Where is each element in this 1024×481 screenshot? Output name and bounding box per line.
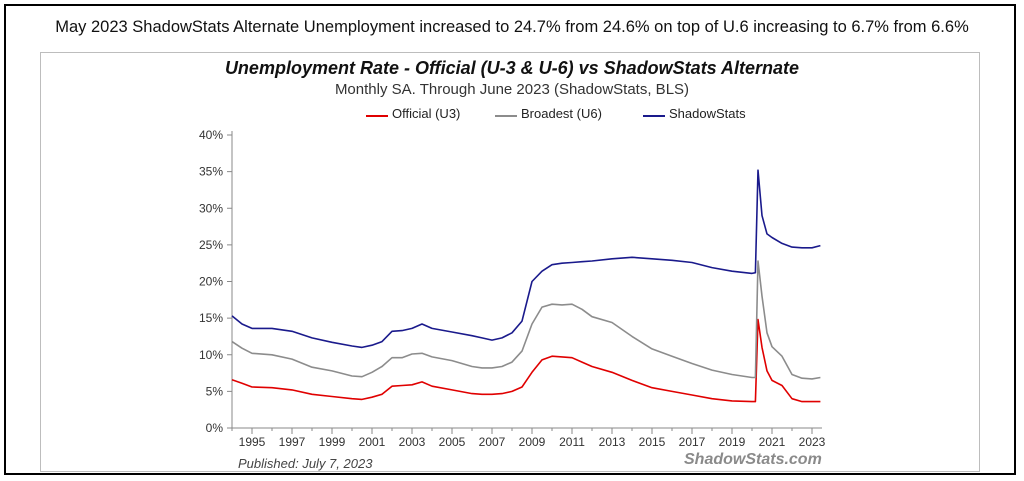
x-tick-label: 2013 — [599, 435, 626, 449]
y-tick-label: 40% — [199, 128, 223, 142]
y-tick-label: 20% — [199, 275, 223, 289]
legend-swatch-shadowstats — [643, 115, 665, 117]
x-tick-label: 1995 — [239, 435, 266, 449]
legend-label-u6: Broadest (U6) — [521, 106, 602, 121]
x-tick-label: 2003 — [399, 435, 426, 449]
headline: May 2023 ShadowStats Alternate Unemploym… — [55, 18, 969, 36]
y-tick-label: 35% — [199, 165, 223, 179]
series-line-u3 — [231, 318, 821, 403]
published-date: Published: July 7, 2023 — [238, 456, 373, 471]
legend-label-shadowstats: ShadowStats — [669, 106, 746, 121]
x-tick-label: 2009 — [519, 435, 546, 449]
y-tick-label: 15% — [199, 311, 223, 325]
y-tick-label: 25% — [199, 238, 223, 252]
chart-frame — [4, 4, 1016, 475]
y-tick-label: 0% — [206, 421, 224, 435]
x-tick-label: 2001 — [359, 435, 386, 449]
chart-panel — [40, 52, 980, 472]
chart-title: Unemployment Rate - Official (U-3 & U-6)… — [224, 58, 800, 78]
legend-swatch-u6 — [495, 115, 517, 117]
series-line-u6 — [231, 260, 821, 380]
x-tick-label: 2015 — [639, 435, 666, 449]
x-tick-label: 1999 — [319, 435, 346, 449]
series-line-shadowstats — [231, 169, 821, 349]
legend: Official (U3) Broadest (U6) ShadowStats — [0, 106, 1024, 126]
chart-subtitle: Monthly SA. Through June 2023 (ShadowSta… — [334, 81, 690, 98]
x-tick-label: 2005 — [439, 435, 466, 449]
legend-label-u3: Official (U3) — [392, 106, 461, 121]
y-tick-label: 10% — [199, 348, 223, 362]
x-tick-label: 2007 — [479, 435, 506, 449]
x-tick-label: 2019 — [719, 435, 746, 449]
legend-swatch-u3 — [366, 115, 388, 117]
x-tick-label: 2023 — [799, 435, 826, 449]
x-tick-label: 2011 — [559, 435, 585, 449]
watermark-logo: ShadowStats.com — [684, 451, 822, 468]
x-tick-label: 1997 — [279, 435, 306, 449]
x-tick-label: 2021 — [759, 435, 786, 449]
y-tick-label: 5% — [206, 384, 224, 398]
x-tick-label: 2017 — [679, 435, 706, 449]
y-tick-label: 30% — [199, 201, 223, 215]
